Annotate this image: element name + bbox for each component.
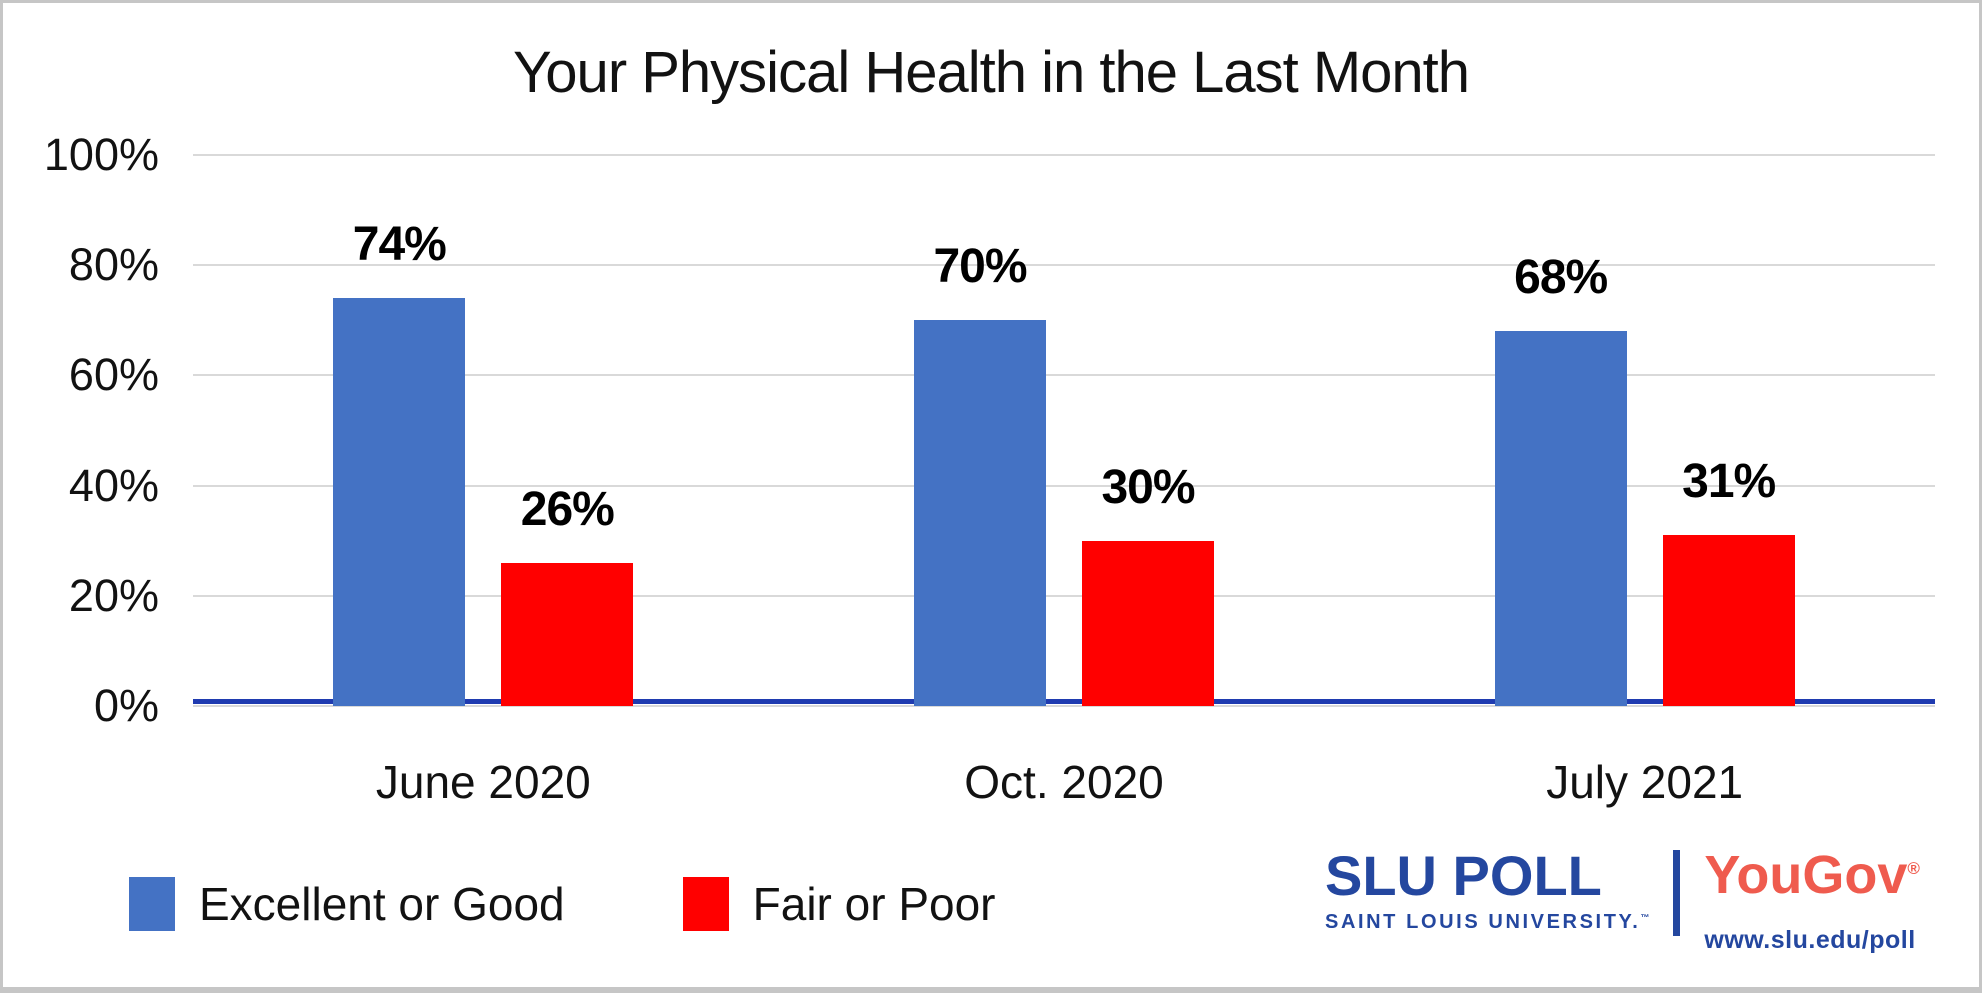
gridline xyxy=(193,154,1935,156)
bar-july-2021-excellent-or-good xyxy=(1494,331,1627,706)
bar-group-july-2021: 68% 31% xyxy=(1354,155,1935,706)
y-axis-tick-label: 40% xyxy=(68,459,159,511)
yougov-name-text: YouGov xyxy=(1704,845,1908,905)
x-axis-category-label: June 2020 xyxy=(375,756,591,808)
y-axis-labels: 100% 80% 60% 40% 20% 0% xyxy=(9,129,159,731)
bar-slot-july-2021-fair-or-poor: 31% xyxy=(1662,155,1795,706)
bar-july-2021-fair-or-poor xyxy=(1662,535,1795,706)
bar-value-label: 68% xyxy=(1514,251,1608,305)
slu-subtitle-text: SAINT LOUIS UNIVERSITY. xyxy=(1325,911,1641,933)
bar-june-2020-excellent-or-good xyxy=(333,298,466,706)
bar-groups: 74% 26% 70% 30% 68% 31% xyxy=(193,155,1935,706)
y-axis-tick-label: 20% xyxy=(68,569,159,621)
bar-oct-2020-excellent-or-good xyxy=(914,320,1046,706)
x-axis-labels: June 2020 Oct. 2020 July 2021 xyxy=(193,755,1935,809)
bar-value-label: 30% xyxy=(1101,460,1195,514)
y-axis-tick-label: 100% xyxy=(43,129,159,180)
bar-value-label: 31% xyxy=(1682,455,1776,509)
legend-swatch xyxy=(129,877,175,931)
bar-slot-oct-2020-excellent-or-good: 70% xyxy=(914,155,1046,706)
bar-slot-june-2020-excellent-or-good: 74% xyxy=(333,155,466,706)
legend-item: Fair or Poor xyxy=(682,877,996,931)
poll-url: www.slu.edu/poll xyxy=(1704,926,1916,954)
brand-divider xyxy=(1673,850,1681,936)
bar-value-label: 26% xyxy=(520,482,615,536)
registered-symbol: ® xyxy=(1907,859,1920,878)
bar-slot-oct-2020-fair-or-poor: 30% xyxy=(1082,155,1214,706)
y-axis-tick-label: 60% xyxy=(68,349,159,401)
x-axis-category-label: Oct. 2020 xyxy=(964,756,1164,808)
legend: Excellent or Good Fair or Poor xyxy=(129,877,996,931)
bar-group-oct-2020: 70% 30% xyxy=(774,155,1355,706)
y-axis-tick-label: 0% xyxy=(93,680,159,731)
bar-value-label: 70% xyxy=(933,240,1027,294)
bar-slot-july-2021-excellent-or-good: 68% xyxy=(1494,155,1627,706)
branding: SLU POLL SAINT LOUIS UNIVERSITY.™ YouGov… xyxy=(1325,848,1920,955)
gridline xyxy=(193,594,1935,597)
plot-area: 74% 26% 70% 30% 68% 31% xyxy=(193,154,1935,707)
yougov-logo: YouGov® www.slu.edu/poll xyxy=(1704,848,1920,955)
chart-title: Your Physical Health in the Last Month xyxy=(512,40,1470,105)
slu-poll-logo-title: SLU POLL xyxy=(1325,844,1602,907)
x-axis-category-label: July 2021 xyxy=(1546,756,1744,808)
slu-poll-logo: SLU POLL SAINT LOUIS UNIVERSITY.™ xyxy=(1325,848,1649,934)
trademark-symbol: ™ xyxy=(1640,912,1650,923)
bar-slot-june-2020-fair-or-poor: 26% xyxy=(501,155,634,706)
gridline xyxy=(193,374,1935,377)
legend-item: Excellent or Good xyxy=(129,877,565,931)
bar-value-label: 74% xyxy=(352,218,447,272)
bar-june-2020-fair-or-poor xyxy=(501,562,634,706)
legend-label: Fair or Poor xyxy=(752,878,996,930)
y-axis-tick-label: 80% xyxy=(68,239,159,291)
gridline xyxy=(193,705,1935,707)
bar-oct-2020-fair-or-poor xyxy=(1082,540,1214,706)
legend-label: Excellent or Good xyxy=(199,878,565,930)
yougov-logo-text: YouGov® xyxy=(1704,848,1920,902)
slu-poll-logo-subtitle: SAINT LOUIS UNIVERSITY.™ xyxy=(1325,911,1649,934)
gridline xyxy=(193,484,1935,487)
x-axis-baseline xyxy=(193,699,1935,704)
legend-swatch xyxy=(682,877,729,931)
bar-group-june-2020: 74% 26% xyxy=(193,155,774,706)
gridline xyxy=(193,264,1935,267)
